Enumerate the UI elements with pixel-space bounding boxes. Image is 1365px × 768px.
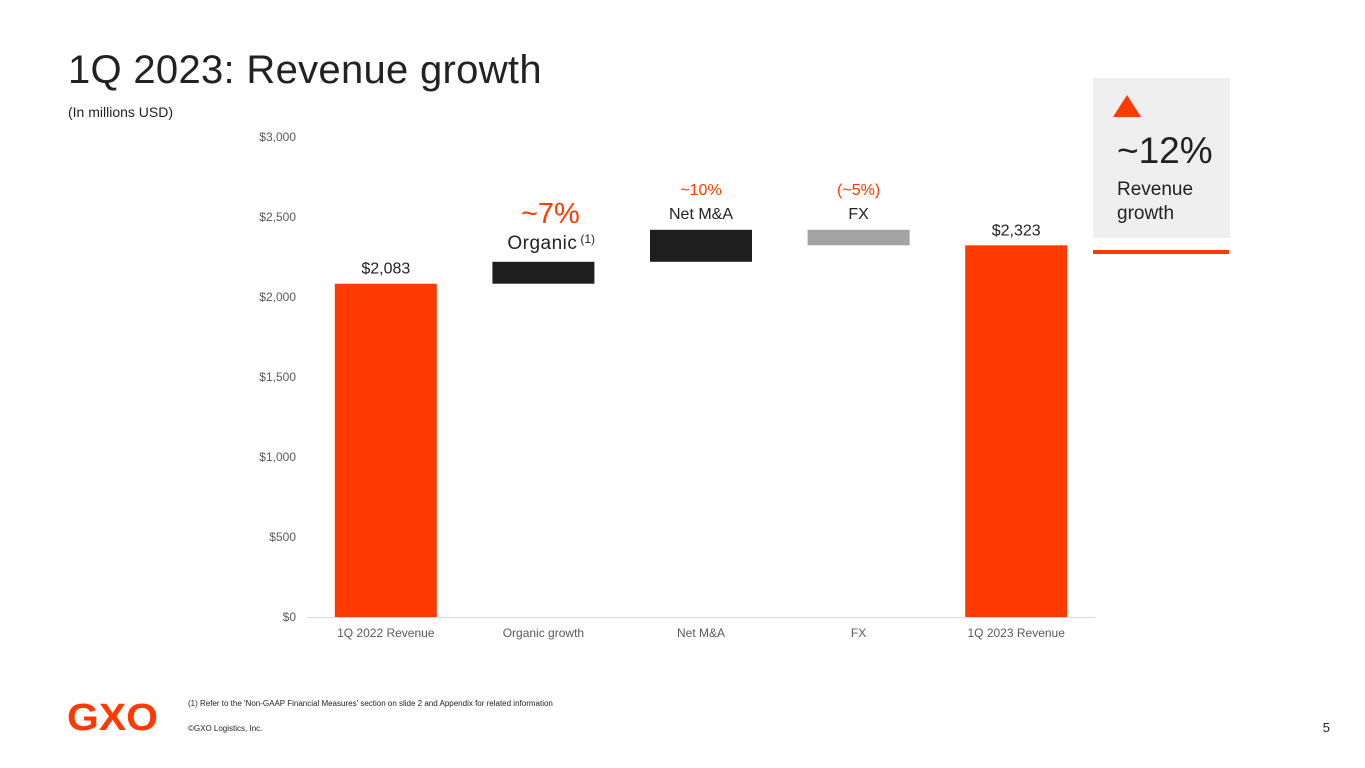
footnote: (1) Refer to the 'Non-GAAP Financial Mea… bbox=[188, 699, 553, 708]
y-tick-label: $500 bbox=[269, 530, 296, 544]
up-triangle-icon bbox=[1113, 95, 1141, 117]
bar-value-label: $2,323 bbox=[992, 222, 1041, 239]
kpi-label: Revenue growth bbox=[1117, 179, 1194, 224]
bar-1q-2022-revenue bbox=[334, 283, 437, 617]
y-tick-label: $2,000 bbox=[259, 290, 296, 304]
organic-growth-footnote-ref: (1) bbox=[580, 232, 595, 246]
kpi-underline bbox=[1093, 250, 1229, 254]
gxo-logo: GXO bbox=[67, 697, 158, 735]
x-tick-label: 1Q 2023 Revenue bbox=[967, 626, 1065, 640]
page-title: 1Q 2023: Revenue growth bbox=[68, 48, 542, 92]
units-subtitle: (In millions USD) bbox=[68, 104, 174, 120]
bar-1q-2023-revenue bbox=[965, 245, 1068, 617]
bar-organic-growth bbox=[492, 261, 595, 284]
logo-text: GXO bbox=[67, 697, 158, 735]
copyright: ©GXO Logistics, Inc. bbox=[188, 724, 263, 733]
organic-growth-pct: ~7% bbox=[521, 198, 580, 230]
y-tick-label: $1,000 bbox=[259, 450, 296, 464]
x-tick-label: Net M&A bbox=[677, 626, 725, 640]
bar-fx bbox=[807, 229, 910, 246]
y-tick-label: $1,500 bbox=[259, 370, 296, 384]
revenue-growth-kpi-card: ~12% Revenue growth bbox=[1093, 78, 1230, 238]
y-tick-label: $0 bbox=[283, 610, 297, 624]
bar-name-label: Net M&A bbox=[669, 206, 733, 223]
bar-net-m-a bbox=[650, 229, 752, 262]
x-tick-label: Organic growth bbox=[503, 626, 584, 640]
y-tick-label: $2,500 bbox=[259, 210, 296, 224]
x-tick-label: FX bbox=[851, 626, 866, 640]
bar-value-label: $2,083 bbox=[361, 261, 410, 278]
x-tick-label: 1Q 2022 Revenue bbox=[337, 626, 435, 640]
bar-name-label: FX bbox=[848, 206, 869, 223]
page-number: 5 bbox=[1322, 720, 1330, 735]
revenue-waterfall-chart: $0 $500 $1,000 $1,500 $2,000 $2,500 $3,000 1Q 2… bbox=[259, 130, 1095, 640]
bar-pct-label: (~5%) bbox=[837, 182, 880, 199]
bar-pct-label: ~10% bbox=[680, 182, 721, 199]
kpi-value: ~12% bbox=[1117, 130, 1213, 171]
organic-growth-name: Organic bbox=[507, 233, 577, 254]
y-tick-label: $3,000 bbox=[259, 130, 296, 144]
